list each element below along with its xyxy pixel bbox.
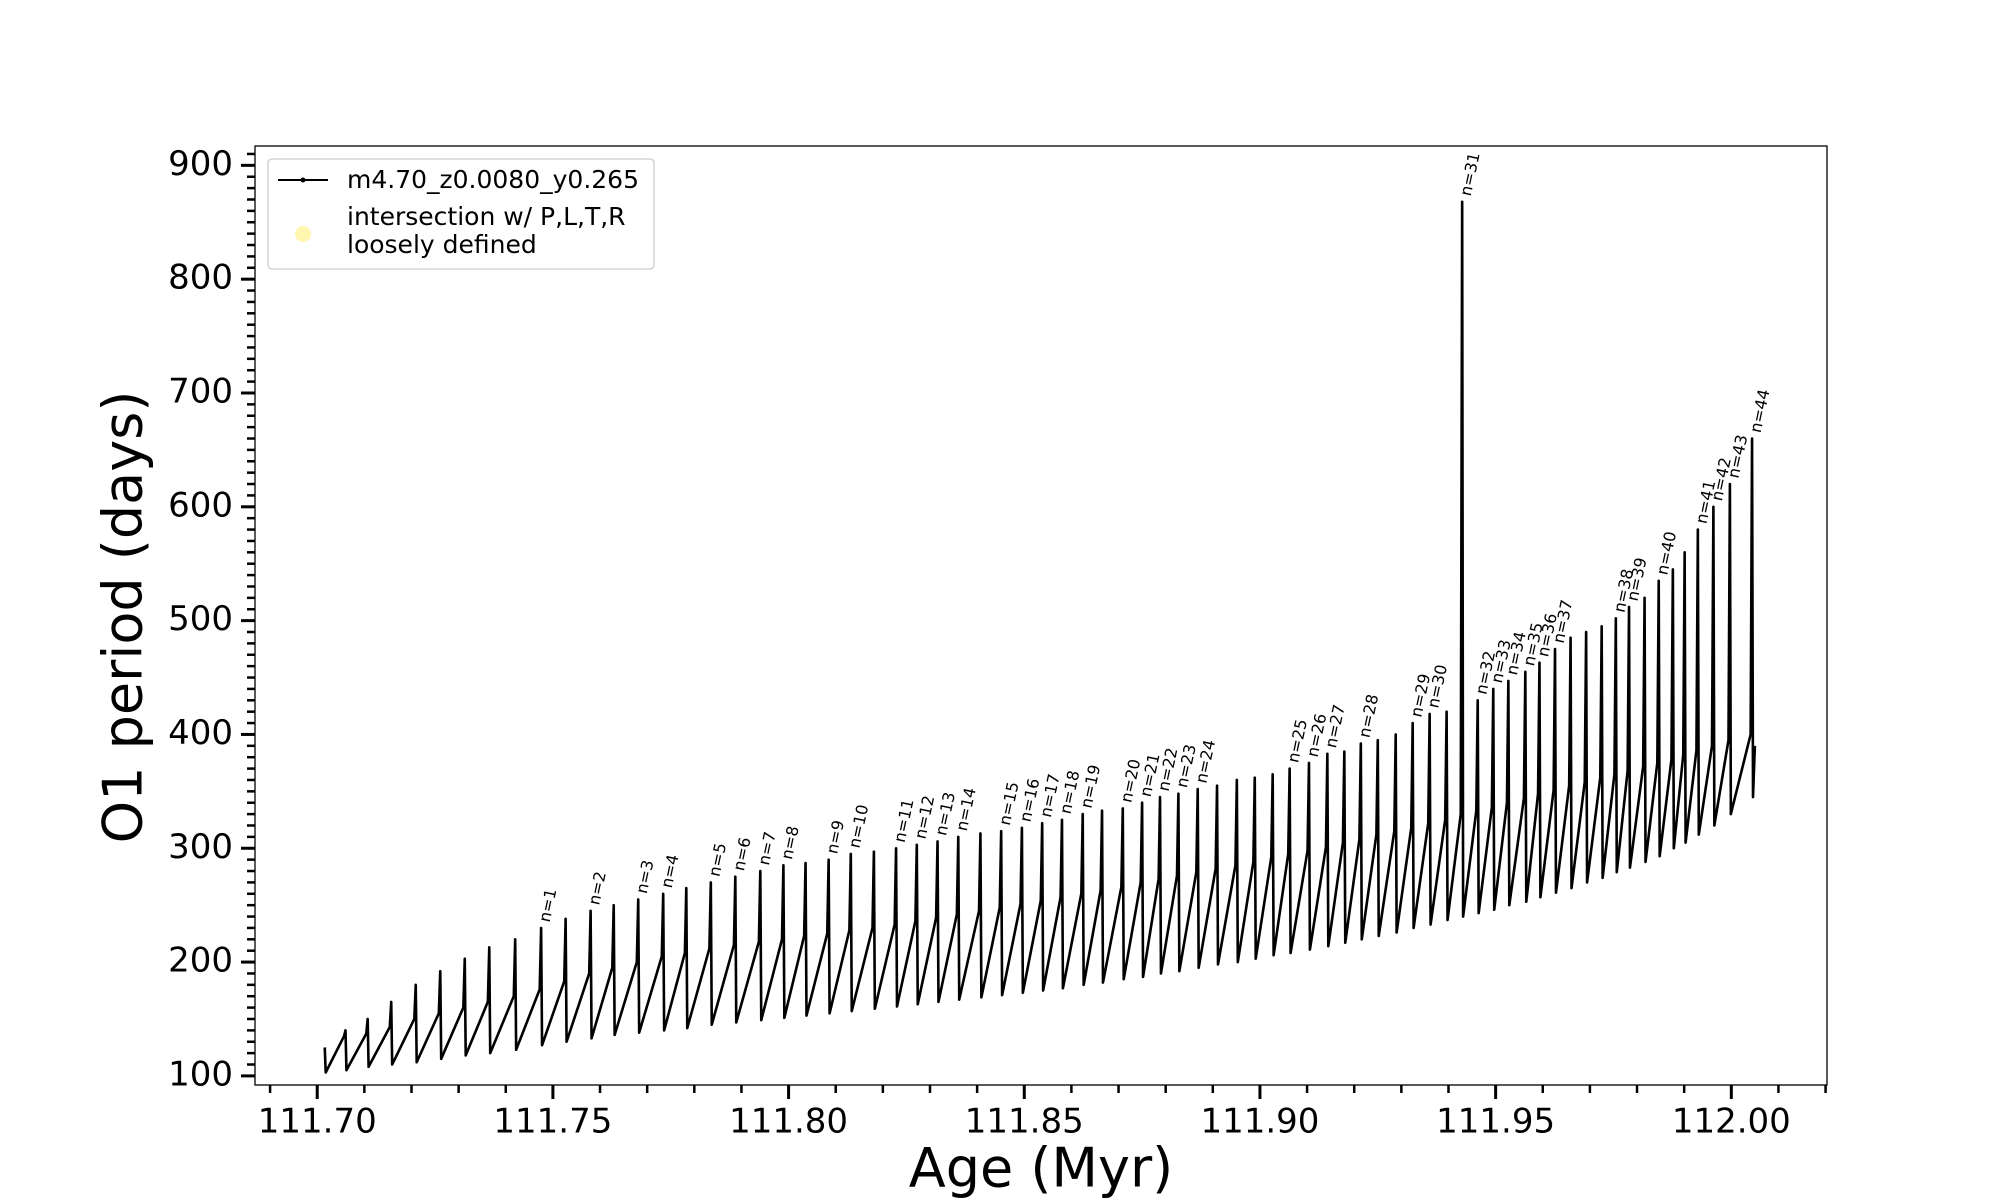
annotation: n=43	[1724, 433, 1752, 480]
annotation: n=19	[1076, 763, 1104, 810]
x-tick-label: 111.75	[493, 1102, 612, 1142]
annotation: n=37	[1549, 598, 1577, 645]
annotation: n=5	[705, 841, 731, 878]
annotation: n=31	[1456, 151, 1484, 198]
x-tick-label: 111.70	[258, 1102, 377, 1142]
data-line	[323, 200, 1757, 1074]
y-tick-label: 300	[168, 827, 233, 867]
x-tick-label: 111.85	[965, 1102, 1084, 1142]
annotation: n=40	[1652, 530, 1680, 577]
x-tick-label: 111.80	[729, 1102, 848, 1142]
y-tick-label: 800	[168, 258, 233, 298]
annotation: n=8	[777, 824, 803, 861]
annotation: n=9	[822, 818, 848, 855]
y-tick-label: 200	[168, 941, 233, 981]
legend-label: m4.70_z0.0080_y0.265	[347, 165, 639, 194]
y-tick-label: 100	[168, 1054, 233, 1094]
annotation: n=2	[584, 870, 610, 907]
annotation: n=3	[632, 858, 658, 895]
annotation: n=44	[1746, 387, 1774, 434]
annotation: n=24	[1191, 738, 1219, 785]
x-tick-label: 111.90	[1200, 1102, 1319, 1142]
annotation: n=1	[535, 887, 561, 924]
legend-marker	[295, 226, 311, 242]
annotation: n=6	[729, 836, 755, 873]
legend-marker	[300, 177, 306, 183]
annotation: n=14	[952, 786, 980, 833]
plot-frame	[254, 145, 1828, 1086]
y-tick-label: 900	[168, 144, 233, 184]
x-tick-label: 111.95	[1436, 1102, 1555, 1142]
annotation: n=30	[1423, 663, 1451, 710]
x-tick-label: 112.00	[1672, 1102, 1791, 1142]
y-tick-label: 600	[168, 485, 233, 525]
y-tick-label: 700	[168, 371, 233, 411]
annotation: n=4	[657, 853, 683, 890]
annotation: n=10	[845, 803, 873, 850]
legend-label: intersection w/ P,L,T,R loosely defined	[347, 202, 626, 259]
y-axis-label: O1 period (days)	[92, 391, 155, 844]
annotation: n=39	[1623, 556, 1651, 603]
annotation: n=7	[754, 830, 780, 867]
annotation: n=28	[1355, 692, 1383, 739]
annotation: n=27	[1321, 703, 1349, 750]
y-tick-label: 500	[168, 599, 233, 639]
y-tick-label: 400	[168, 713, 233, 753]
legend-box	[267, 158, 655, 270]
x-axis-label: Age (Myr)	[909, 1137, 1174, 1200]
